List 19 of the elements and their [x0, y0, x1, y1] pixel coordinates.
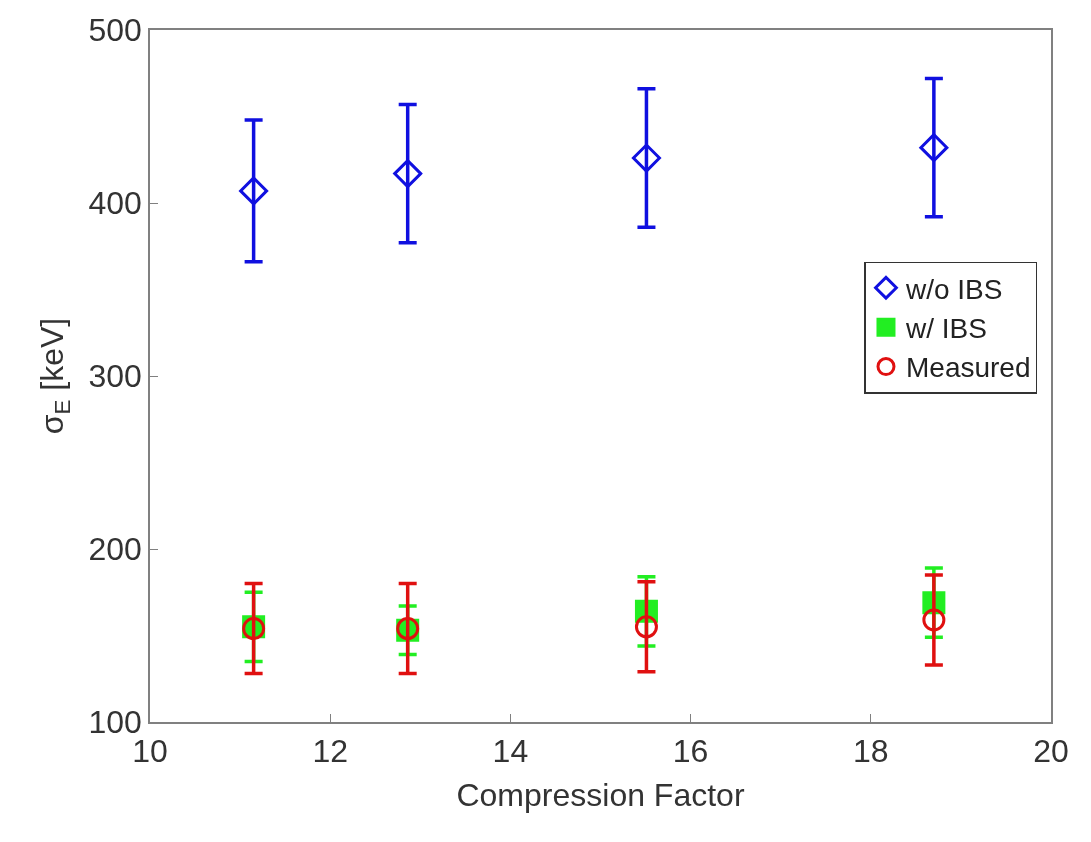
y-tick-label: 300 [88, 358, 142, 395]
x-tick-label: 20 [1033, 733, 1069, 770]
y-tick-label: 400 [88, 185, 142, 222]
legend-label: w/ IBS [904, 313, 987, 345]
x-tick-label: 16 [672, 733, 709, 770]
legend-label: Measured [905, 352, 1031, 384]
legend-label: w/o IBS [904, 273, 1003, 305]
y-tick-label: 200 [88, 531, 142, 568]
point [919, 133, 949, 163]
point [393, 159, 423, 189]
point [631, 143, 661, 173]
point [922, 608, 946, 632]
y-tick-label: 500 [88, 12, 142, 49]
x-tick-label: 14 [492, 733, 529, 770]
point [239, 176, 269, 206]
x-tick-label: 12 [312, 733, 348, 770]
x-axis-title: Compression Factor [456, 776, 745, 813]
point [634, 615, 658, 639]
x-tick-label: 18 [853, 733, 889, 770]
